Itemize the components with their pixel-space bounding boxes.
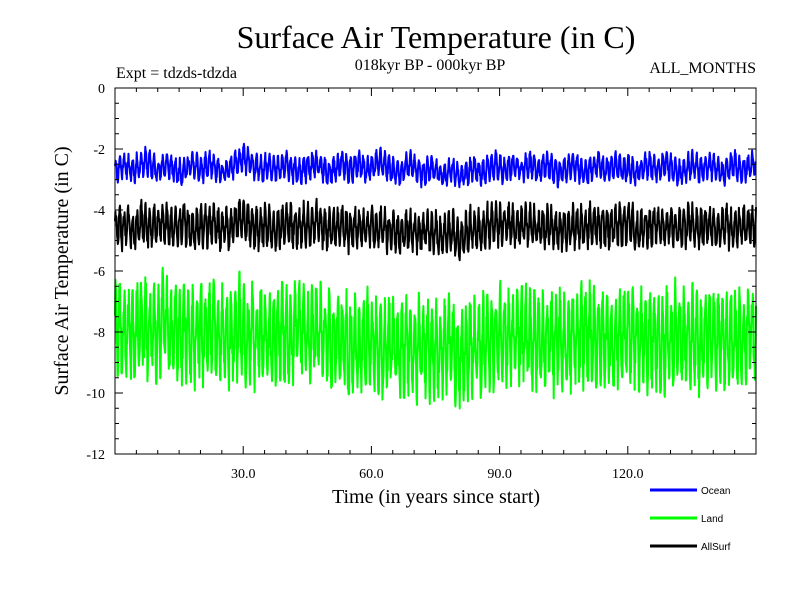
months-label: ALL_MONTHS <box>649 60 756 77</box>
y-tick-label: -6 <box>93 265 105 280</box>
y-tick-label: -10 <box>86 387 105 402</box>
series-line-allsurf <box>114 197 757 262</box>
y-tick-label: -2 <box>93 143 105 158</box>
y-tick-label: -4 <box>93 204 105 219</box>
x-tick-label: 60.0 <box>359 467 384 482</box>
x-tick-label: 120.0 <box>612 467 644 482</box>
series-line-ocean <box>114 142 757 189</box>
legend-label-land: Land <box>701 514 723 525</box>
plot-area <box>114 87 757 455</box>
chart-title: Surface Air Temperature (in C) <box>237 19 636 55</box>
legend-label-ocean: Ocean <box>701 486 730 497</box>
legend: Ocean Land AllSurf <box>650 486 731 553</box>
x-axis: 30.0 60.0 90.0 120.0 <box>135 88 736 482</box>
x-tick-label: 90.0 <box>487 467 512 482</box>
y-tick-label: -8 <box>93 326 105 341</box>
legend-label-allsurf: AllSurf <box>701 542 731 553</box>
y-tick-label: 0 <box>98 82 105 97</box>
period-label: 018kyr BP - 000kyr BP <box>355 57 506 74</box>
plot-frame <box>114 87 757 455</box>
experiment-label: Expt = tdzds-tdzda <box>116 65 237 82</box>
series-layer <box>114 142 757 410</box>
series-line-land <box>114 266 757 410</box>
x-axis-label: Time (in years since start) <box>332 486 540 508</box>
x-tick-label: 30.0 <box>231 467 256 482</box>
y-tick-label: -12 <box>86 448 105 463</box>
y-axis-label: Surface Air Temperature (in C) <box>51 146 73 395</box>
y-axis: 0 -2 -4 -6 -8 -10 -12 <box>86 82 756 463</box>
